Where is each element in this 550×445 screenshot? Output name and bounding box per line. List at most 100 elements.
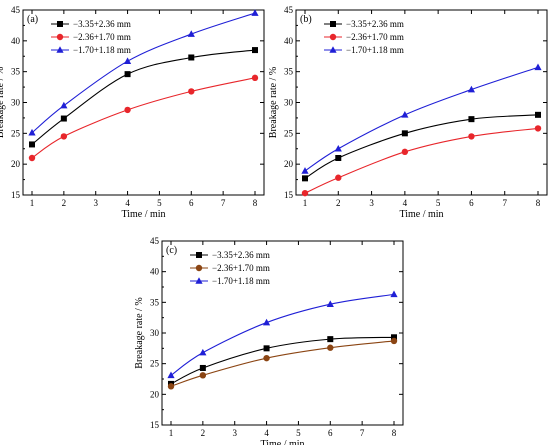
legend-entry: −2.36+1.70 mm: [51, 32, 131, 42]
legend-label: −1.70+1.18 mm: [73, 45, 131, 55]
x-tick-label: 3: [93, 198, 98, 208]
x-tick-label: 6: [328, 428, 333, 438]
series-line: [31, 49, 256, 145]
x-axis-label: Time / min: [121, 209, 165, 220]
y-tick-label: 30: [11, 98, 21, 108]
legend-label: −2.36+1.70 mm: [73, 32, 131, 42]
series-2-36-1-70-mm: [301, 125, 542, 197]
data-point: [468, 133, 475, 140]
data-point: [467, 85, 476, 93]
x-tick-label: 6: [469, 198, 474, 208]
data-point: [401, 130, 408, 137]
series-3-35-2-36-mm: [302, 111, 541, 182]
legend-label: −2.36+1.70 mm: [346, 32, 404, 42]
legend-label: −3.35+2.36 mm: [346, 19, 404, 29]
data-point: [263, 354, 270, 362]
y-axis-label: Breakage rate / %: [0, 67, 6, 138]
legend-label: −1.70+1.18 mm: [346, 45, 404, 55]
legend-entry: −1.70+1.18 mm: [324, 45, 404, 55]
y-tick-label: 20: [11, 159, 21, 169]
legend-swatch-marker: [195, 277, 203, 284]
data-point: [29, 141, 35, 148]
legend-entry: −1.70+1.18 mm: [51, 45, 131, 55]
y-tick-label: 25: [284, 128, 294, 138]
x-tick-label: 3: [369, 198, 374, 208]
x-tick-label: 6: [189, 198, 194, 208]
x-axis-label: Time / min: [399, 209, 443, 220]
series-3-35-2-36-mm: [29, 47, 258, 148]
data-point: [390, 290, 398, 298]
data-point: [199, 348, 207, 356]
y-tick-label: 40: [284, 36, 294, 46]
data-point: [60, 133, 68, 140]
x-tick-label: 4: [125, 198, 130, 208]
legend: −3.35+2.36 mm −2.36+1.70 mm −1.70+1.18 mm: [51, 19, 131, 55]
y-tick-label: 30: [284, 98, 294, 108]
y-tick-label: 45: [150, 236, 160, 246]
y-tick-label: 15: [11, 190, 21, 200]
data-point: [335, 174, 342, 181]
legend-entry: −2.36+1.70 mm: [190, 263, 270, 273]
y-tick-label: 25: [150, 359, 160, 369]
x-tick-label: 8: [253, 198, 258, 208]
legend: −3.35+2.36 mm −2.36+1.70 mm −1.70+1.18 mm: [190, 250, 270, 286]
x-tick-label: 7: [502, 198, 507, 208]
data-point: [327, 344, 334, 351]
data-point: [468, 116, 475, 123]
legend-swatch-marker: [56, 46, 64, 53]
data-point: [334, 144, 342, 152]
data-point: [251, 9, 259, 16]
data-point: [301, 167, 309, 174]
x-tick-label: 8: [536, 198, 541, 208]
y-tick-label: 45: [11, 5, 21, 15]
data-point: [28, 154, 36, 162]
y-axis-label: Breakage rate / %: [134, 297, 145, 368]
legend-swatch-marker: [329, 33, 337, 41]
y-tick-label: 15: [150, 420, 160, 430]
data-point: [123, 57, 132, 64]
data-point: [301, 189, 309, 197]
data-point: [187, 30, 195, 37]
x-tick-label: 4: [403, 198, 408, 208]
panel-label: (b): [300, 14, 312, 25]
data-point: [60, 115, 67, 122]
data-point: [535, 111, 541, 118]
x-tick-label: 4: [264, 428, 269, 438]
series-line: [31, 12, 256, 134]
x-tick-label: 1: [169, 428, 174, 438]
x-tick-label: 5: [436, 198, 441, 208]
x-tick-label: 5: [157, 198, 162, 208]
legend-swatch-marker: [56, 33, 64, 41]
x-tick-label: 8: [392, 428, 397, 438]
y-tick-label: 35: [150, 297, 160, 307]
data-point: [391, 334, 397, 341]
y-tick-label: 15: [284, 190, 294, 200]
legend-label: −3.35+2.36 mm: [73, 19, 131, 29]
data-point: [60, 101, 68, 109]
data-point: [534, 63, 542, 71]
data-point: [534, 125, 542, 132]
data-point: [167, 371, 175, 379]
data-point: [335, 155, 342, 161]
data-point: [327, 336, 334, 343]
y-tick-label: 20: [150, 389, 160, 399]
legend-entry: −1.70+1.18 mm: [190, 276, 270, 286]
legend-entry: −3.35+2.36 mm: [51, 19, 131, 29]
data-point: [251, 74, 259, 82]
panel-label: (c): [166, 245, 177, 256]
x-tick-label: 2: [336, 198, 341, 208]
data-point: [188, 88, 195, 95]
series-1-70-1-18-mm: [167, 290, 398, 379]
series-2-36-1-70-mm: [167, 337, 398, 390]
x-axis-label: Time / min: [260, 439, 304, 445]
x-tick-label: 7: [221, 198, 226, 208]
data-point: [124, 106, 131, 114]
data-point: [401, 148, 409, 156]
x-tick-label: 1: [303, 198, 308, 208]
series-1-70-1-18-mm: [301, 63, 542, 174]
legend-swatch-marker: [330, 21, 336, 27]
legend-entry: −2.36+1.70 mm: [324, 32, 404, 42]
data-point: [199, 364, 206, 371]
